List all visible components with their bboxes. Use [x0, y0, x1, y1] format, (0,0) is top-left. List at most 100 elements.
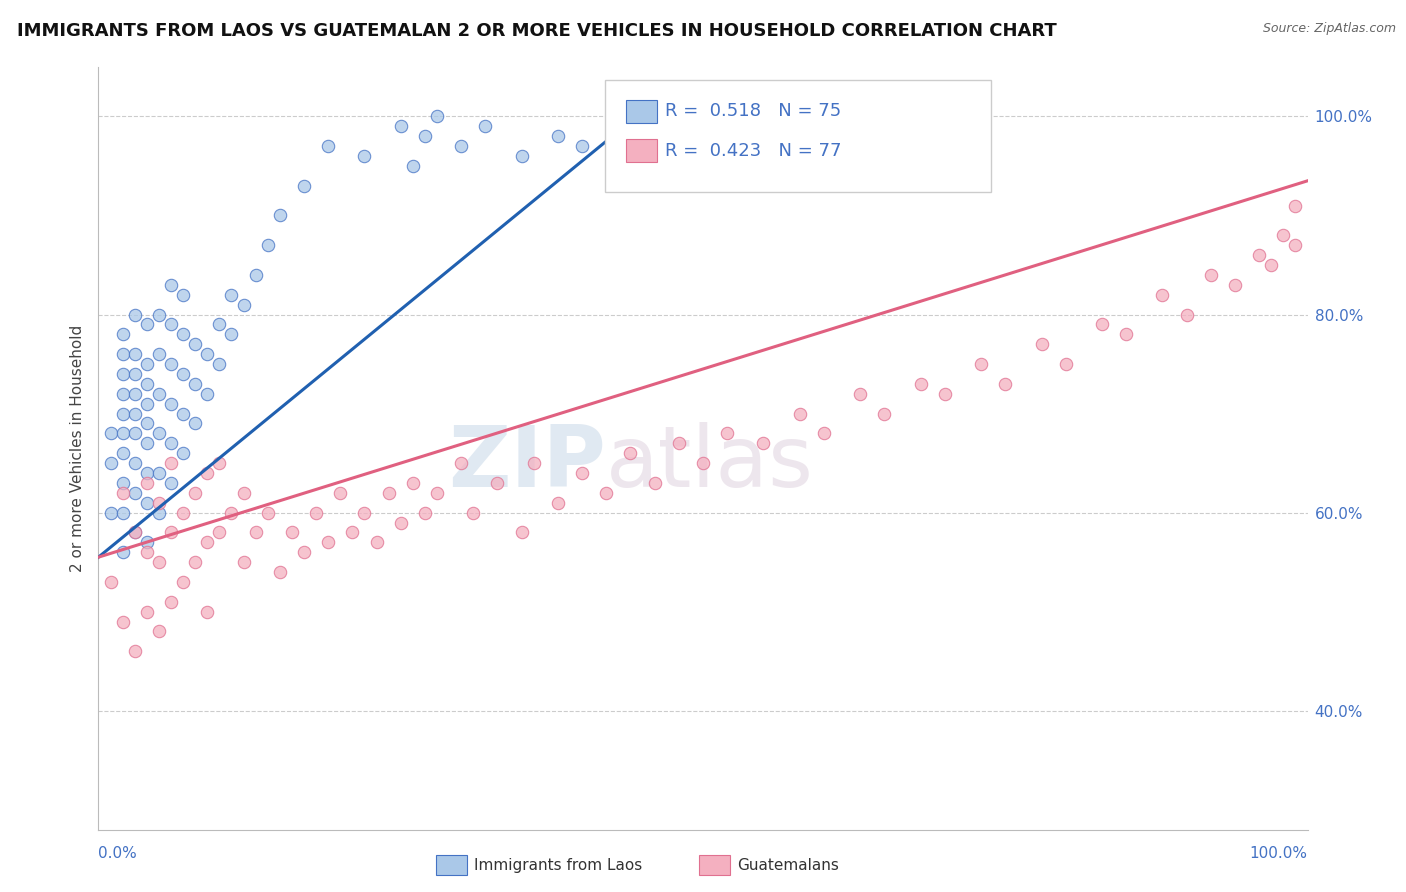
Text: Immigrants from Laos: Immigrants from Laos: [474, 858, 643, 872]
Point: [148, 347, 170, 361]
Point: [523, 456, 546, 470]
Point: [148, 506, 170, 520]
Point: [426, 110, 449, 124]
Text: Guatemalans: Guatemalans: [737, 858, 838, 872]
Point: [135, 376, 157, 391]
Point: [184, 337, 207, 351]
Point: [135, 475, 157, 490]
Point: [124, 525, 146, 540]
Point: [232, 555, 254, 569]
Point: [124, 456, 146, 470]
Text: R =  0.423   N = 77: R = 0.423 N = 77: [665, 142, 842, 160]
Point: [172, 506, 194, 520]
Point: [111, 426, 134, 441]
Point: [184, 376, 207, 391]
Point: [111, 327, 134, 342]
Point: [1031, 337, 1053, 351]
Point: [668, 436, 690, 450]
Point: [1115, 327, 1137, 342]
Point: [160, 525, 183, 540]
Point: [124, 367, 146, 381]
Point: [342, 525, 364, 540]
Point: [148, 386, 170, 401]
Point: [148, 624, 170, 639]
Point: [172, 367, 194, 381]
Point: [148, 308, 170, 322]
Point: [111, 475, 134, 490]
Point: [607, 120, 630, 134]
Point: [450, 456, 472, 470]
Point: [329, 485, 352, 500]
Point: [160, 456, 183, 470]
Point: [135, 318, 157, 332]
Point: [232, 485, 254, 500]
Point: [111, 347, 134, 361]
Point: [208, 357, 231, 371]
Point: [1091, 318, 1114, 332]
Point: [389, 120, 412, 134]
Point: [849, 386, 872, 401]
Point: [316, 139, 339, 153]
Point: [789, 407, 811, 421]
Point: [208, 318, 231, 332]
Point: [1054, 357, 1077, 371]
Point: [413, 129, 436, 144]
Point: [910, 376, 932, 391]
Point: [124, 386, 146, 401]
Point: [184, 417, 207, 431]
Point: [160, 357, 183, 371]
Text: atlas: atlas: [606, 422, 814, 505]
Point: [644, 475, 666, 490]
Point: [221, 327, 243, 342]
Point: [510, 525, 533, 540]
Point: [135, 545, 157, 559]
Point: [305, 506, 328, 520]
Point: [135, 496, 157, 510]
Point: [111, 506, 134, 520]
Point: [245, 525, 267, 540]
Point: [124, 644, 146, 658]
Point: [124, 525, 146, 540]
Point: [256, 506, 278, 520]
Point: [292, 178, 315, 193]
Point: [148, 496, 170, 510]
Point: [172, 446, 194, 460]
Point: [195, 466, 218, 480]
Point: [124, 308, 146, 322]
Text: ZIP: ZIP: [449, 422, 606, 505]
Point: [547, 496, 569, 510]
Point: [221, 506, 243, 520]
Point: [111, 615, 134, 629]
Point: [208, 456, 231, 470]
Point: [111, 386, 134, 401]
Point: [1152, 287, 1174, 301]
Point: [994, 376, 1017, 391]
Point: [571, 466, 593, 480]
Point: [135, 436, 157, 450]
Point: [148, 426, 170, 441]
Point: [486, 475, 509, 490]
Point: [111, 446, 134, 460]
Point: [1284, 238, 1306, 252]
Point: [1260, 258, 1282, 272]
Point: [510, 149, 533, 163]
Point: [269, 565, 291, 579]
Point: [135, 605, 157, 619]
Point: [135, 417, 157, 431]
Point: [124, 485, 146, 500]
Point: [160, 436, 183, 450]
Point: [100, 456, 122, 470]
Point: [245, 268, 267, 282]
Point: [1199, 268, 1222, 282]
Point: [172, 327, 194, 342]
Point: [292, 545, 315, 559]
Point: [595, 485, 617, 500]
Point: [389, 516, 412, 530]
Point: [353, 149, 375, 163]
Point: [269, 209, 291, 223]
Point: [111, 545, 134, 559]
Point: [135, 466, 157, 480]
Point: [195, 605, 218, 619]
Point: [135, 357, 157, 371]
Point: [195, 386, 218, 401]
